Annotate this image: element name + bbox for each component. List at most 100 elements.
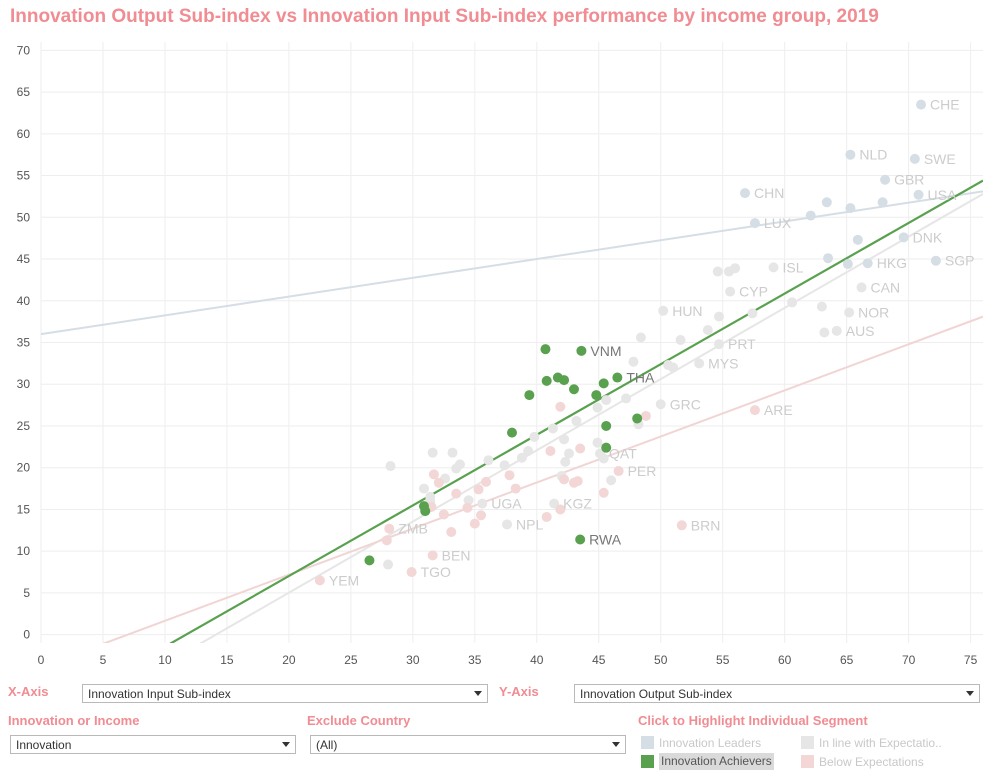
innovation-income-select[interactable]: Innovation: [10, 735, 296, 754]
data-point-below: [575, 443, 586, 454]
data-label: SWE: [924, 151, 956, 167]
data-point-inline: [635, 332, 646, 343]
data-point-inline: [560, 456, 571, 467]
x-tick-label: 60: [778, 653, 792, 667]
x-tick-label: 25: [344, 653, 358, 667]
exclude-country-label: Exclude Country: [307, 713, 411, 728]
data-point-inline: [730, 263, 741, 274]
data-label: VNM: [590, 343, 621, 359]
data-point-inline: [787, 297, 798, 308]
data-point-below: [676, 520, 687, 531]
y-axis-select[interactable]: Innovation Output Sub-index: [574, 684, 980, 703]
data-points: [314, 99, 941, 586]
legend-item-label: In line with Expectatio..: [819, 736, 942, 750]
data-label: UGA: [491, 496, 522, 512]
exclude-country-select-value: (All): [316, 738, 338, 752]
data-point-below: [480, 476, 491, 487]
data-point-below: [640, 410, 651, 421]
y-tick-label: 60: [17, 127, 31, 141]
exclude-country-select[interactable]: (All): [310, 735, 626, 754]
y-tick-label: 40: [17, 294, 31, 308]
data-point-achievers: [568, 384, 579, 395]
data-label: SGP: [945, 253, 975, 269]
data-point-leaders: [913, 189, 924, 200]
data-point-achievers: [612, 372, 623, 383]
data-point-achievers: [575, 534, 586, 545]
data-point-leaders: [898, 232, 909, 243]
data-point-below: [504, 470, 515, 481]
x-axis-select[interactable]: Innovation Input Sub-index: [82, 684, 488, 703]
legend-item-innovation-leaders[interactable]: Innovation Leaders: [641, 734, 791, 752]
chevron-down-icon: [966, 691, 974, 696]
data-label: YEM: [329, 572, 359, 588]
chevron-down-icon: [474, 691, 482, 696]
data-point-achievers: [601, 420, 612, 431]
x-tick-label: 40: [530, 653, 544, 667]
innovation-income-select-value: Innovation: [16, 738, 72, 752]
legend-item-in-line-with-expectations[interactable]: In line with Expectatio..: [801, 734, 961, 752]
y-tick-label: 50: [17, 210, 31, 224]
data-point-leaders: [842, 259, 853, 270]
data-point-inline: [383, 559, 394, 570]
data-point-leaders: [877, 197, 888, 208]
y-tick-label: 10: [17, 544, 31, 558]
highlight-segment-label: Click to Highlight Individual Segment: [638, 713, 868, 728]
data-label: CAN: [871, 279, 901, 295]
x-tick-label: 10: [158, 653, 172, 667]
data-label: PER: [628, 463, 657, 479]
data-label: TGO: [421, 564, 451, 580]
data-point-inline: [844, 307, 855, 318]
chevron-down-icon: [282, 742, 290, 747]
data-point-inline: [427, 447, 438, 458]
y-tick-label: 70: [17, 43, 31, 57]
data-point-inline: [621, 393, 632, 404]
data-point-inline: [463, 495, 474, 506]
x-tick-label: 70: [902, 653, 916, 667]
data-point-inline: [529, 431, 540, 442]
data-point-achievers: [364, 555, 375, 566]
data-point-inline: [747, 308, 758, 319]
data-point-achievers: [576, 345, 587, 356]
data-point-below: [384, 523, 395, 534]
data-point-inline: [483, 455, 494, 466]
legend-item-below-expectations[interactable]: Below Expectations: [801, 753, 961, 771]
innovation-income-label: Innovation or Income: [8, 713, 140, 728]
data-point-below: [749, 405, 760, 416]
y-tick-label: 30: [17, 377, 31, 391]
data-point-inline: [547, 423, 558, 434]
data-point-below: [555, 504, 566, 515]
data-label: RWA: [589, 531, 622, 547]
data-point-leaders: [916, 99, 927, 110]
data-point-inline: [564, 448, 575, 459]
data-label: QAT: [609, 446, 637, 462]
x-tick-label: 45: [592, 653, 606, 667]
data-point-inline: [675, 334, 686, 345]
data-point-below: [446, 526, 457, 537]
data-point-inline: [712, 266, 723, 277]
data-point-achievers: [598, 378, 609, 389]
y-tick-label: 20: [17, 461, 31, 475]
data-point-below: [433, 477, 444, 488]
data-label: HKG: [877, 255, 907, 271]
data-point-inline: [713, 339, 724, 350]
legend-item-innovation-achievers[interactable]: Innovation Achievers: [641, 753, 791, 771]
data-point-below: [476, 510, 487, 521]
data-point-inline: [592, 402, 603, 413]
data-point-below: [451, 488, 462, 499]
data-point-inline: [571, 415, 582, 426]
data-point-achievers: [541, 375, 552, 386]
y-tick-label: 25: [17, 419, 31, 433]
data-point-inline: [702, 324, 713, 335]
data-point-inline: [856, 282, 867, 293]
legend-swatch: [801, 755, 814, 768]
y-axis-label: Y-Axis: [499, 684, 539, 699]
data-point-inline: [559, 434, 570, 445]
data-label: GRC: [670, 396, 701, 412]
data-point-below: [568, 477, 579, 488]
data-point-inline: [658, 305, 669, 316]
x-axis-select-value: Innovation Input Sub-index: [88, 687, 231, 701]
y-tick-label: 0: [23, 628, 30, 642]
data-label: THA: [626, 370, 655, 386]
y-tick-label: 35: [17, 336, 31, 350]
